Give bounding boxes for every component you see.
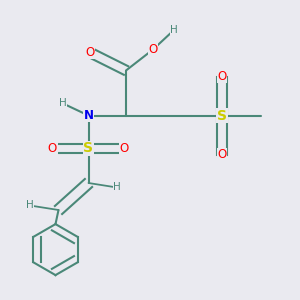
Text: O: O bbox=[218, 148, 226, 161]
Text: O: O bbox=[148, 43, 158, 56]
Text: H: H bbox=[170, 25, 178, 35]
Text: O: O bbox=[48, 142, 57, 155]
Text: O: O bbox=[85, 46, 94, 59]
Text: S: S bbox=[217, 109, 227, 122]
Text: H: H bbox=[59, 98, 67, 109]
Text: H: H bbox=[26, 200, 34, 211]
Text: O: O bbox=[120, 142, 129, 155]
Text: O: O bbox=[218, 70, 226, 83]
Text: S: S bbox=[83, 142, 94, 155]
Text: H: H bbox=[113, 182, 121, 193]
Text: N: N bbox=[83, 109, 94, 122]
